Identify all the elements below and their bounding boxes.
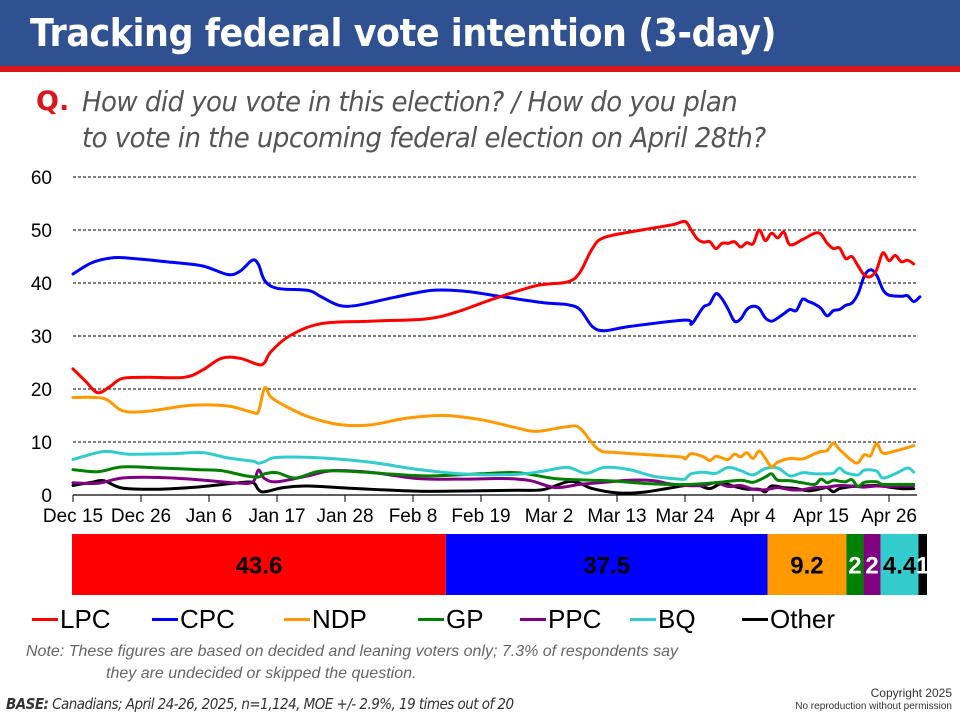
legend-label: BQ [658,604,696,634]
y-tick-label: 50 [31,221,52,242]
legend-swatch [742,617,768,621]
series-line-lpc [71,219,916,395]
base-footnote: BASE: Canadians; April 24-26, 2025, n=1,… [6,695,514,713]
x-tick-label: Jan 28 [316,506,373,527]
legend-label: NDP [312,604,367,634]
bar-segment-other [918,534,927,595]
legend-item-other: Other [742,604,835,634]
line-chart: 0 10 20 30 40 50 60 Dec 15 Dec 26 Jan 6 Jan 17 Jan… [30,168,929,595]
bar-segment-bq [880,534,919,595]
y-tick-label: 40 [31,274,52,295]
stacked-bar: 43.6 37.5 9.2 2 2 4.4 1 [72,534,929,595]
bar-label-other: 1 [916,553,929,580]
question-line-1: How did you vote in this election? / How… [82,85,738,118]
y-tick-label: 20 [31,380,52,401]
bar-segment-lpc [72,534,446,595]
note-line-1: Note: These figures are based on decided… [26,643,678,660]
note: Note: These figures are based on decided… [26,641,678,685]
series-line-bq [71,449,916,482]
x-tick-label: Jan 17 [248,506,305,527]
legend-label: Other [770,604,836,634]
legend-item-gp: GP [418,604,484,634]
series-line-gp [71,465,916,489]
legend-swatch [284,617,310,621]
x-tick-label: Apr 15 [793,506,849,527]
legend-swatch [32,617,58,621]
legend-swatch [418,617,444,621]
x-tick-label: Jan 6 [186,506,232,527]
bar-segment-cpc [445,534,768,595]
x-tick-label: Dec 26 [111,506,171,527]
legend-swatch [630,617,656,621]
bar-segment-ndp [767,534,847,595]
copyright: Copyright 2025 No reproduction without p… [795,687,952,713]
x-axis: Dec 15 Dec 26 Jan 6 Jan 17 Jan 28 Feb 8 Feb 19… [43,494,917,527]
series-line-ndp [71,386,916,469]
gridlines [73,176,917,443]
bar-label-lpc: 43.6 [236,553,283,580]
header-accent-stripe [0,66,960,72]
x-tick-label: Mar 13 [587,506,646,527]
legend-item-ppc: PPC [520,604,601,634]
x-tick-label: Apr 26 [861,506,917,527]
bar-label-cpc: 37.5 [583,553,630,580]
bar-label-ppc: 2 [865,553,878,580]
legend-label: GP [446,604,484,634]
bar-segment-ppc [863,534,881,595]
base-label: BASE: [6,695,49,713]
legend-item-lpc: LPC [32,604,111,634]
page-title: Tracking federal vote intention (3-day) [30,11,777,55]
bar-label-ndp: 9.2 [790,553,823,580]
y-tick-label: 60 [31,168,52,189]
series-line-cpc [71,256,922,333]
x-tick-label: Mar 2 [525,506,574,527]
x-tick-label: Feb 19 [451,506,510,527]
question-line-2: to vote in the upcoming federal election… [82,121,766,154]
bar-label-bq: 4.4 [883,553,917,580]
series-line-other [71,478,916,495]
legend-label: CPC [180,604,235,634]
x-tick-label: Apr 4 [730,506,776,527]
note-line-2: they are undecided or skipped the questi… [106,665,417,682]
y-axis-ticks: 0 10 20 30 40 50 60 [31,168,52,507]
legend-swatch [152,617,178,621]
series-lines [71,219,922,495]
x-tick-label: Dec 15 [43,506,103,527]
bar-label-gp: 2 [848,553,861,580]
bar-segment-gp [846,534,864,595]
legend-item-bq: BQ [630,604,696,634]
series-line-ppc [71,468,916,492]
legend-label: PPC [548,604,602,634]
copyright-line-1: Copyright 2025 [870,686,952,700]
header-bar [0,0,960,66]
legend-item-ndp: NDP [284,604,367,634]
x-tick-label: Feb 8 [389,506,438,527]
legend-swatch [520,617,546,621]
base-text: Canadians; April 24-26, 2025, n=1,124, M… [48,695,514,713]
question-label: Q. [36,86,70,117]
x-tick-label: Mar 24 [655,506,715,527]
y-tick-label: 0 [41,486,52,507]
legend-item-cpc: CPC [152,604,235,634]
copyright-line-2: No reproduction without permission [795,701,952,712]
legend-label: LPC [60,604,111,634]
question-text: How did you vote in this election? / How… [82,84,766,156]
y-tick-label: 10 [31,433,52,454]
y-tick-label: 30 [31,327,52,348]
